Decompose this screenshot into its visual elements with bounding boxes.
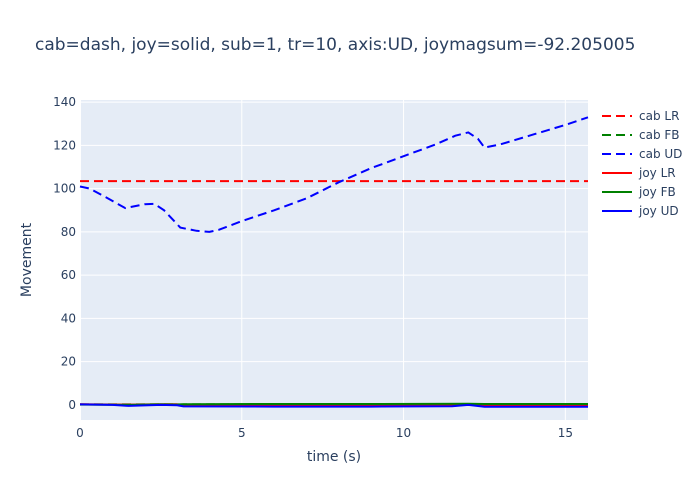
plot-area [80, 100, 588, 420]
legend-label: cab LR [639, 109, 679, 123]
legend-label: cab FB [639, 128, 680, 142]
y-tick-label: 100 [53, 182, 76, 196]
x-tick-label: 0 [76, 426, 84, 440]
y-tick-label: 20 [61, 355, 76, 369]
series-line-joy-ud [79, 403, 588, 408]
x-tick-label: 5 [238, 426, 246, 440]
chart-title: cab=dash, joy=solid, sub=1, tr=10, axis:… [35, 35, 635, 55]
y-tick-label: 0 [68, 398, 76, 412]
y-axis-label: Movement [19, 222, 35, 297]
y-tick-label: 40 [61, 311, 76, 325]
tick-labels: 0 20 40 60 80 100 120 140 0 5 10 15 [53, 95, 573, 440]
legend-label: joy UD [638, 204, 679, 218]
legend-label: joy LR [638, 166, 676, 180]
y-tick-label: 80 [61, 225, 76, 239]
series-layer [79, 116, 589, 408]
y-tick-label: 140 [53, 95, 76, 109]
y-tick-label: 60 [61, 268, 76, 282]
legend-label: joy FB [638, 185, 676, 199]
series-line-cab-ud [79, 116, 589, 233]
x-tick-label: 15 [558, 426, 573, 440]
x-tick-label: 10 [396, 426, 411, 440]
y-tick-label: 120 [53, 138, 76, 152]
legend: cab LR cab FB cab UD joy LR joy FB joy UD [602, 109, 682, 218]
legend-label: cab UD [639, 147, 682, 161]
x-axis-label: time (s) [307, 449, 361, 465]
